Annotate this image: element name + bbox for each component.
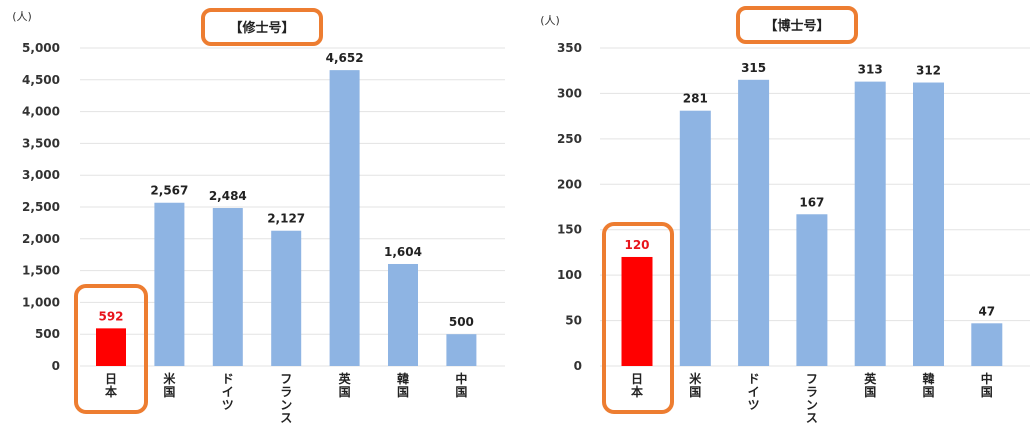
chart2-title: 【博士号】 <box>764 18 829 34</box>
chart1-category-label: 韓国 <box>397 371 409 399</box>
chart2-y-tick-label: 200 <box>557 177 582 191</box>
chart2-y-tick-label: 350 <box>557 41 582 55</box>
chart1-title: 【修士号】 <box>229 20 294 36</box>
chart1-bar <box>329 70 360 366</box>
chart2-y-tick-label: 50 <box>565 314 582 328</box>
chart2-bar <box>913 82 944 367</box>
chart2-y-tick-label: 100 <box>557 268 582 282</box>
chart2-category-label: フランス <box>806 372 818 425</box>
chart1-data-label: 592 <box>98 309 123 323</box>
chart1-y-tick-label: 1,500 <box>22 264 60 278</box>
chart2-data-label: 167 <box>799 195 824 209</box>
chart1-y-tick-label: 2,500 <box>22 200 60 214</box>
chart1-data-label: 4,652 <box>326 51 364 65</box>
chart2-category-label: 米国 <box>689 371 702 399</box>
chart1-highlight-box <box>74 284 148 414</box>
chart1-bar <box>212 208 243 366</box>
chart2-bar <box>738 79 770 367</box>
chart1-category-label: フランス <box>280 372 292 425</box>
chart1-data-label: 2,127 <box>267 212 305 226</box>
chart1-data-label: 1,604 <box>384 245 422 259</box>
chart2-bar <box>796 214 828 366</box>
chart1-y-tick-label: 4,000 <box>22 105 60 119</box>
chart2-y-tick-label: 250 <box>557 132 582 146</box>
chart1-unit-label: (人) <box>12 10 32 23</box>
chart1-bar <box>271 230 302 366</box>
chart1-bar <box>446 334 477 366</box>
chart2-unit-label: (人) <box>540 14 560 27</box>
chart2-bar <box>621 256 653 366</box>
chart2-title-box <box>736 6 858 44</box>
chart1-data-label: 500 <box>449 315 474 329</box>
chart1-y-tick-label: 3,000 <box>22 168 60 182</box>
chart2-data-label: 281 <box>683 92 708 106</box>
chart1-y-tick-label: 4,500 <box>22 73 60 87</box>
chart2-data-label: 313 <box>858 63 883 77</box>
chart2-data-label: 315 <box>741 61 766 75</box>
chart1-bar <box>96 328 126 366</box>
chart1-title-box <box>201 8 323 46</box>
chart1-bar <box>154 202 185 366</box>
chart1-y-tick-label: 1,000 <box>22 295 60 309</box>
chart2-data-label: 120 <box>624 238 649 252</box>
chart2-category-label: 中国 <box>981 371 993 399</box>
chart1-category-label: 日本 <box>105 372 117 399</box>
chart1-category-label: 米国 <box>163 371 176 399</box>
chart1-y-tick-label: 0 <box>52 359 60 373</box>
chart1-y-tick-label: 2,000 <box>22 232 60 246</box>
chart2-bar <box>679 110 711 366</box>
chart2-data-label: 312 <box>916 64 941 78</box>
chart2-y-tick-label: 0 <box>574 359 582 373</box>
chart1-data-label: 2,484 <box>209 189 247 203</box>
chart2-y-tick-label: 300 <box>557 86 582 100</box>
chart1-y-tick-label: 3,500 <box>22 136 60 150</box>
chart2-data-label: 47 <box>978 304 995 318</box>
chart2-category-label: ドイツ <box>748 372 760 412</box>
chart2-y-tick-label: 150 <box>557 223 582 237</box>
chart1-bar <box>388 263 418 366</box>
chart2-category-label: 日本 <box>631 372 643 399</box>
chart1-category-label: ドイツ <box>222 372 234 412</box>
chart1-y-tick-label: 500 <box>35 327 60 341</box>
chart2-category-label: 英国 <box>864 371 877 399</box>
chart2-highlight-box <box>602 222 674 414</box>
chart2-bar <box>971 323 1003 366</box>
chart1-category-label: 英国 <box>339 371 352 399</box>
chart1-y-tick-label: 5,000 <box>22 41 60 55</box>
chart1-category-label: 中国 <box>455 371 467 399</box>
chart2-category-label: 韓国 <box>922 371 934 399</box>
chart2-bar <box>854 81 886 367</box>
chart1-data-label: 2,567 <box>150 184 188 198</box>
